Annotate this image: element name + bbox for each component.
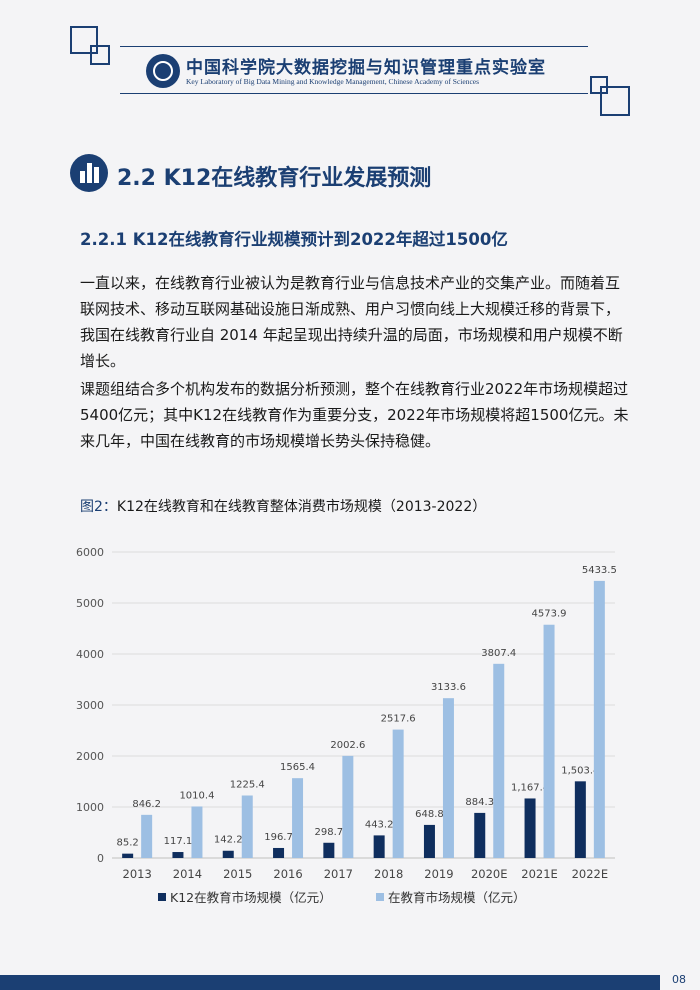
data-label-online-education: 2517.6	[381, 714, 416, 725]
figure-number: 图2：	[80, 499, 117, 515]
section-title: 2.2 K12在线教育行业发展预测	[117, 166, 432, 191]
bar-k12	[172, 852, 184, 858]
x-tick-label: 2018	[374, 867, 403, 881]
data-label-k12: 142.2	[214, 835, 243, 846]
paragraph-2: 课题组结合多个机构发布的数据分析预测，整个在线教育行业2022年市场规模超过54…	[80, 380, 629, 450]
header-deco-square-4	[600, 86, 630, 116]
x-tick-label: 2014	[173, 867, 202, 881]
bar-online-education	[292, 778, 304, 858]
bar-k12	[524, 798, 536, 858]
data-label-k12: 1,167.4	[511, 782, 549, 793]
legend-label: 在教育市场规模（亿元）	[388, 890, 526, 905]
legend-swatch	[158, 893, 166, 901]
x-tick-label: 2021E	[521, 867, 558, 881]
x-tick-label: 2022E	[572, 867, 609, 881]
bar-online-education	[191, 806, 203, 858]
header-deco-square-3	[590, 76, 608, 94]
data-label-online-education: 1225.4	[230, 780, 265, 791]
data-label-k12: 85.2	[117, 838, 139, 849]
x-tick-label: 2019	[424, 867, 453, 881]
data-label-k12: 443.2	[365, 819, 394, 830]
bar-k12	[373, 835, 385, 858]
data-label-k12: 648.8	[415, 809, 444, 820]
data-label-k12: 1,503.4	[561, 765, 599, 776]
data-label-online-education: 4573.9	[532, 609, 567, 620]
bar-k12	[122, 853, 134, 858]
y-tick-label: 0	[97, 852, 104, 865]
data-label-k12: 117.1	[164, 836, 193, 847]
bar-online-education	[342, 755, 354, 858]
header-rule-bottom	[120, 93, 588, 94]
org-name-cn: 中国科学院大数据挖掘与知识管理重点实验室	[186, 58, 546, 78]
bar-online-education	[593, 580, 605, 858]
data-label-online-education: 2002.6	[330, 740, 365, 751]
x-tick-label: 2017	[324, 867, 353, 881]
data-label-online-education: 1565.4	[280, 762, 315, 773]
x-tick-label: 2016	[273, 867, 302, 881]
bar-online-education	[141, 814, 153, 858]
bar-k12	[273, 847, 285, 858]
header-deco-square-2	[90, 45, 110, 65]
bar-online-education	[241, 795, 253, 858]
market-size-chart: 0 1000 2000 3000 4000 5000 6000 2013 85.2 846.2 20…	[76, 546, 617, 905]
page-number: 08	[672, 973, 686, 986]
y-tick-label: 2000	[76, 750, 104, 763]
data-label-k12: 298.7	[315, 827, 344, 838]
x-tick-label: 2020E	[471, 867, 508, 881]
data-label-online-education: 1010.4	[179, 790, 214, 801]
bar-k12	[423, 824, 435, 858]
header-deco-square-1	[70, 26, 98, 54]
data-label-online-education: 3807.4	[481, 648, 516, 659]
data-label-online-education: 3133.6	[431, 682, 466, 693]
header-rule-top	[120, 46, 588, 47]
org-name-en: Key Laboratory of Big Data Mining and Kn…	[186, 77, 480, 86]
bar-k12	[574, 781, 586, 858]
bar-chart-icon	[70, 154, 108, 192]
cas-logo-icon	[146, 54, 180, 88]
y-tick-label: 6000	[76, 546, 104, 559]
bar-online-education	[493, 663, 505, 858]
bar-k12	[323, 842, 335, 858]
paragraph-1: 一直以来，在线教育行业被认为是教育行业与信息技术产业的交集产业。而随着互联网技术…	[80, 274, 623, 370]
x-tick-label: 2015	[223, 867, 252, 881]
data-label-k12: 196.7	[264, 832, 293, 843]
y-tick-label: 1000	[76, 801, 104, 814]
data-label-online-education: 5433.5	[582, 565, 617, 576]
data-label-k12: 884.3	[465, 797, 494, 808]
footer-bar	[0, 975, 660, 990]
subsection-title: 2.2.1 K12在线教育行业规模预计到2022年超过1500亿	[80, 230, 508, 249]
legend-label: K12在教育市场规模（亿元）	[170, 890, 332, 905]
figure-caption: 图2：K12在线教育和在线教育整体消费市场规模（2013-2022）	[80, 496, 486, 516]
data-label-online-education: 846.2	[132, 799, 161, 810]
bar-online-education	[442, 698, 454, 858]
y-tick-label: 5000	[76, 597, 104, 610]
y-tick-label: 3000	[76, 699, 104, 712]
bar-online-education	[392, 729, 404, 858]
bar-k12	[474, 812, 486, 858]
bar-k12	[222, 850, 234, 858]
bar-online-education	[543, 624, 555, 858]
x-tick-label: 2013	[123, 867, 152, 881]
figure-title: K12在线教育和在线教育整体消费市场规模（2013-2022）	[116, 499, 487, 515]
y-tick-label: 4000	[76, 648, 104, 661]
legend-swatch	[376, 893, 384, 901]
